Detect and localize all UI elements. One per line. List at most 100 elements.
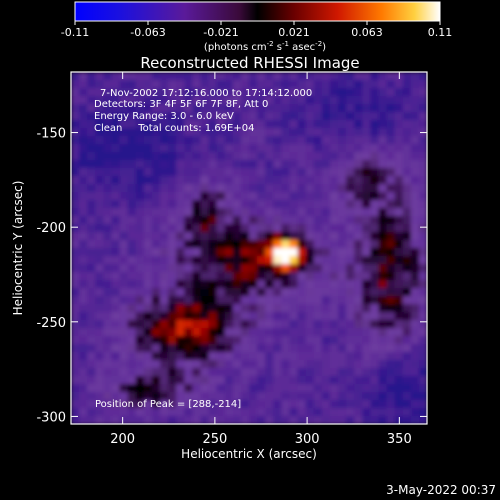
heatmap-cell xyxy=(297,376,307,385)
heatmap-cell xyxy=(111,152,121,161)
heatmap-cell xyxy=(176,304,185,313)
heatmap-cell xyxy=(321,280,331,289)
heatmap-cell xyxy=(176,152,185,161)
heatmap-cell xyxy=(168,328,177,337)
heatmap-cell xyxy=(200,384,210,393)
heatmap-cell xyxy=(265,384,274,393)
heatmap-cell xyxy=(354,416,363,424)
heatmap-cell xyxy=(410,352,420,361)
heatmap-cell xyxy=(103,256,113,265)
heatmap-cell xyxy=(338,344,347,353)
heatmap-cell xyxy=(321,232,331,241)
heatmap-cell xyxy=(95,392,104,401)
heatmap-cell xyxy=(111,296,121,305)
heatmap-cell xyxy=(151,192,161,201)
heatmap-cell xyxy=(394,320,404,329)
heatmap-cell xyxy=(135,312,145,321)
heatmap-cell xyxy=(418,200,427,209)
heatmap-cell xyxy=(184,104,193,113)
heatmap-cell xyxy=(143,176,153,185)
heatmap-cell xyxy=(329,216,339,225)
heatmap-cell xyxy=(95,336,104,345)
heatmap-cell xyxy=(394,112,404,121)
heatmap-cell xyxy=(208,416,218,424)
heatmap-cell xyxy=(168,184,177,193)
heatmap-cell xyxy=(402,216,412,225)
heatmap-cell xyxy=(71,248,80,257)
heatmap-cell xyxy=(208,200,218,209)
heatmap-cell xyxy=(71,160,80,169)
heatmap-cell xyxy=(208,216,218,225)
heatmap-cell xyxy=(346,272,355,281)
heatmap-cell xyxy=(297,320,307,329)
heatmap-cell xyxy=(402,136,412,145)
heatmap-cell xyxy=(354,312,363,321)
heatmap-cell xyxy=(313,72,323,81)
heatmap-cell xyxy=(200,176,210,185)
heatmap-cell xyxy=(370,360,380,369)
heatmap-cell xyxy=(111,176,121,185)
heatmap-cell xyxy=(378,360,388,369)
heatmap-cell xyxy=(402,88,412,97)
heatmap-cell xyxy=(289,80,299,89)
heatmap-cell xyxy=(168,200,177,209)
heatmap-cell xyxy=(265,224,274,233)
heatmap-cell xyxy=(313,320,323,329)
heatmap-cell xyxy=(224,376,234,385)
heatmap-cell xyxy=(281,336,291,345)
heatmap-cell xyxy=(394,176,404,185)
heatmap-cell xyxy=(386,352,396,361)
heatmap-cell xyxy=(402,264,412,273)
heatmap-cell xyxy=(378,144,388,153)
heatmap-cell xyxy=(103,384,113,393)
heatmap-cell xyxy=(297,312,307,321)
heatmap-cell xyxy=(208,80,218,89)
heatmap-cell xyxy=(160,232,169,241)
heatmap-cell xyxy=(87,152,96,161)
heatmap-cell xyxy=(127,136,137,145)
heatmap-cell xyxy=(143,392,153,401)
heatmap-cell xyxy=(143,256,153,265)
heatmap-cell xyxy=(143,184,153,193)
heatmap-cell xyxy=(273,88,282,97)
heatmap-cell xyxy=(370,144,380,153)
heatmap-cell xyxy=(265,232,274,241)
heatmap-cell xyxy=(151,312,161,321)
heatmap-cell xyxy=(127,272,137,281)
heatmap-cell xyxy=(71,192,80,201)
heatmap-cell xyxy=(346,352,355,361)
heatmap-cell xyxy=(354,288,363,297)
heatmap-cell xyxy=(224,320,234,329)
heatmap-cell xyxy=(200,136,210,145)
heatmap-cell xyxy=(111,192,121,201)
heatmap-cell xyxy=(394,328,404,337)
heatmap-cell xyxy=(71,264,80,273)
heatmap-cell xyxy=(208,352,218,361)
heatmap-cell xyxy=(321,160,331,169)
heatmap-cell xyxy=(386,240,396,249)
heatmap-cell xyxy=(192,208,202,217)
heatmap-cell xyxy=(111,136,121,145)
heatmap-cell xyxy=(87,240,96,249)
heatmap-cell xyxy=(151,128,161,137)
heatmap-cell xyxy=(232,248,242,257)
heatmap-cell xyxy=(402,152,412,161)
heatmap-cell xyxy=(418,256,427,265)
heatmap-cell xyxy=(216,176,226,185)
heatmap-cell xyxy=(168,176,177,185)
heatmap-cell xyxy=(257,336,266,345)
heatmap-cell xyxy=(273,184,282,193)
heatmap-cell xyxy=(273,272,282,281)
heatmap-cell xyxy=(216,256,226,265)
heatmap-cell xyxy=(119,192,129,201)
heatmap-cell xyxy=(232,120,242,129)
heatmap-cell xyxy=(362,368,371,377)
heatmap-cell xyxy=(143,144,153,153)
heatmap-cell xyxy=(119,344,129,353)
heatmap-cell xyxy=(224,192,234,201)
heatmap-cell xyxy=(135,128,145,137)
heatmap-cell xyxy=(370,272,380,281)
heatmap-cell xyxy=(111,360,121,369)
heatmap-cell xyxy=(192,264,202,273)
heatmap-cell xyxy=(127,416,137,424)
